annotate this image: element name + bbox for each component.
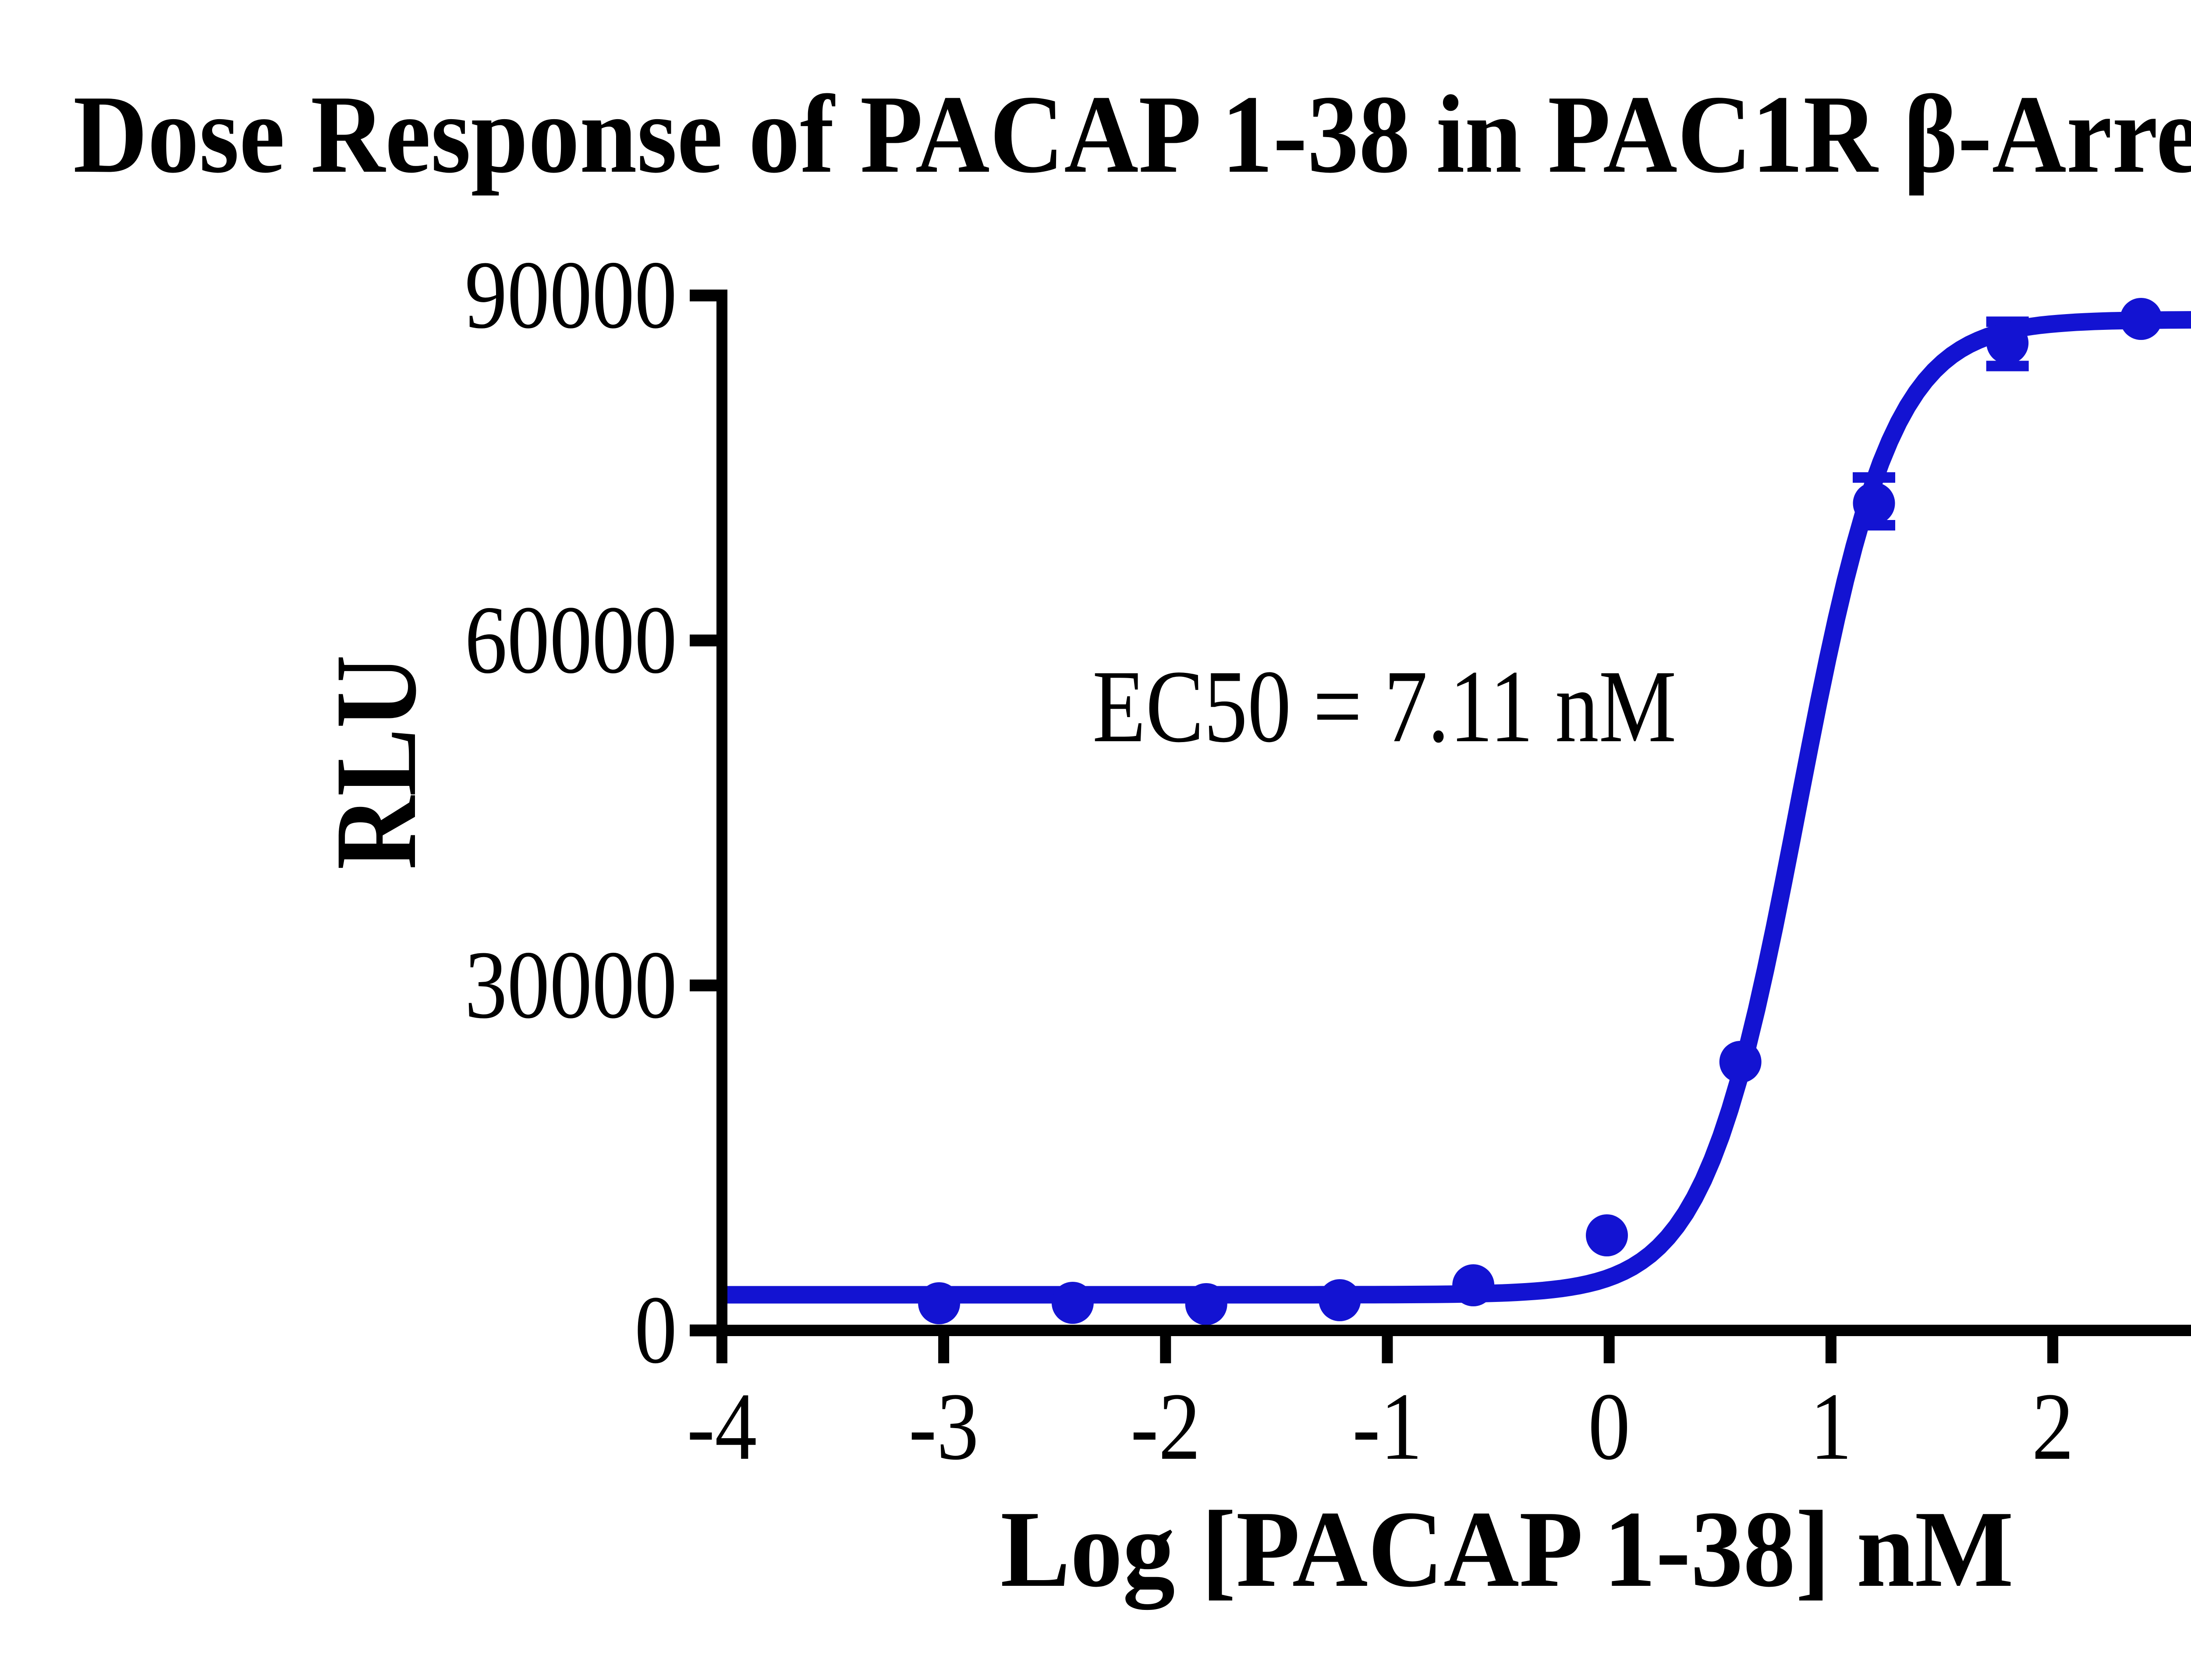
svg-text:0: 0 [1588,1373,1630,1480]
svg-text:EC50 = 7.11 nM: EC50 = 7.11 nM [1092,649,1677,764]
svg-text:-4: -4 [687,1373,757,1480]
svg-text:RLU: RLU [312,655,441,870]
svg-text:-2: -2 [1131,1373,1201,1480]
svg-text:-1: -1 [1352,1373,1422,1480]
svg-text:0: 0 [635,1276,677,1384]
svg-text:-3: -3 [909,1373,979,1480]
svg-text:1: 1 [1810,1373,1852,1480]
svg-text:60000: 60000 [464,586,677,694]
svg-text:2: 2 [2032,1373,2074,1480]
svg-text:90000: 90000 [464,241,677,349]
svg-text:Log [PACAP 1-38] nM: Log [PACAP 1-38] nM [1000,1488,2014,1610]
svg-text:30000: 30000 [464,931,677,1039]
svg-text:Dose Response of PACAP 1-38 in: Dose Response of PACAP 1-38 in PAC1R β-A… [73,72,2191,196]
